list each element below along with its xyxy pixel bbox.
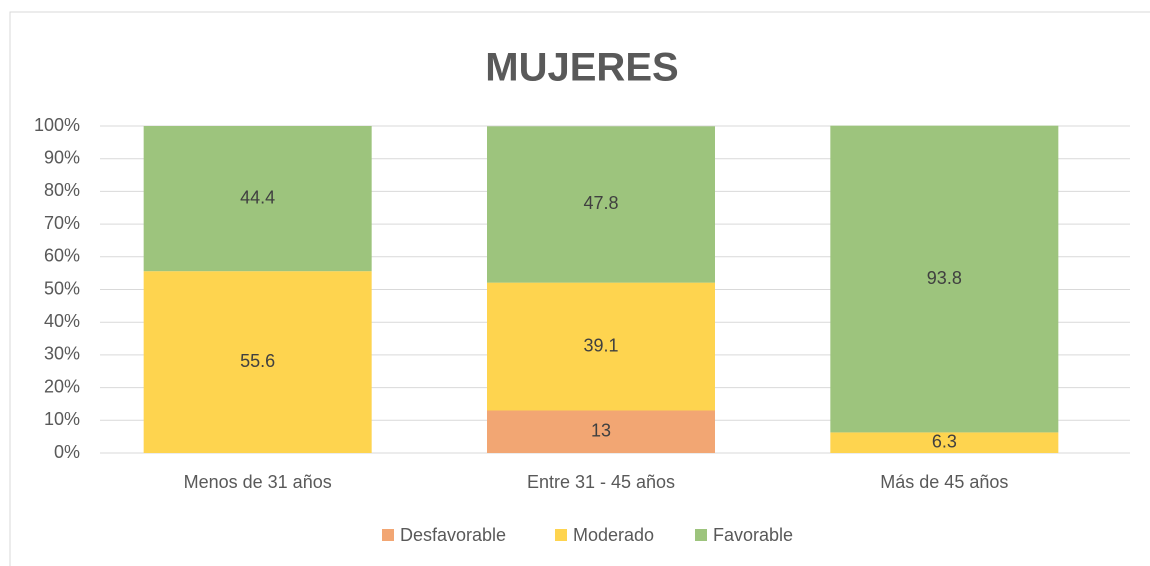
y-tick-label: 10% (44, 409, 80, 429)
y-tick-label: 80% (44, 180, 80, 200)
data-label: 44.4 (240, 187, 275, 207)
y-tick-label: 70% (44, 213, 80, 233)
legend-label: Moderado (573, 525, 654, 545)
y-tick-label: 60% (44, 246, 80, 266)
bar-segment (830, 432, 1059, 453)
data-label: 13 (591, 420, 611, 440)
y-tick-label: 50% (44, 278, 80, 298)
y-tick-label: 0% (54, 442, 80, 462)
data-label: 93.8 (927, 268, 962, 288)
x-tick-label: Entre 31 - 45 años (527, 472, 675, 492)
x-tick-label: Más de 45 años (880, 472, 1008, 492)
y-tick-label: 20% (44, 376, 80, 396)
y-tick-label: 90% (44, 147, 80, 167)
y-tick-label: 30% (44, 344, 80, 364)
legend-label: Desfavorable (400, 525, 506, 545)
data-label: 47.8 (583, 193, 618, 213)
legend-swatch (555, 529, 567, 541)
y-tick-label: 100% (34, 115, 80, 135)
bar-segment (487, 126, 715, 283)
bar-segment (143, 126, 372, 272)
chart-title: MUJERES (485, 46, 678, 90)
chart-border (9, 11, 1150, 566)
y-tick-label: 40% (44, 311, 80, 331)
data-label: 6.3 (932, 431, 957, 451)
bar-segment (830, 125, 1059, 433)
bar-segment (143, 271, 372, 453)
data-label: 39.1 (583, 335, 618, 355)
data-label: 55.6 (240, 351, 275, 371)
bar-segment (487, 410, 715, 453)
x-tick-label: Menos de 31 años (184, 472, 332, 492)
legend-swatch (382, 529, 394, 541)
bar-segment (487, 282, 715, 411)
legend-label: Favorable (713, 525, 793, 545)
legend-swatch (695, 529, 707, 541)
